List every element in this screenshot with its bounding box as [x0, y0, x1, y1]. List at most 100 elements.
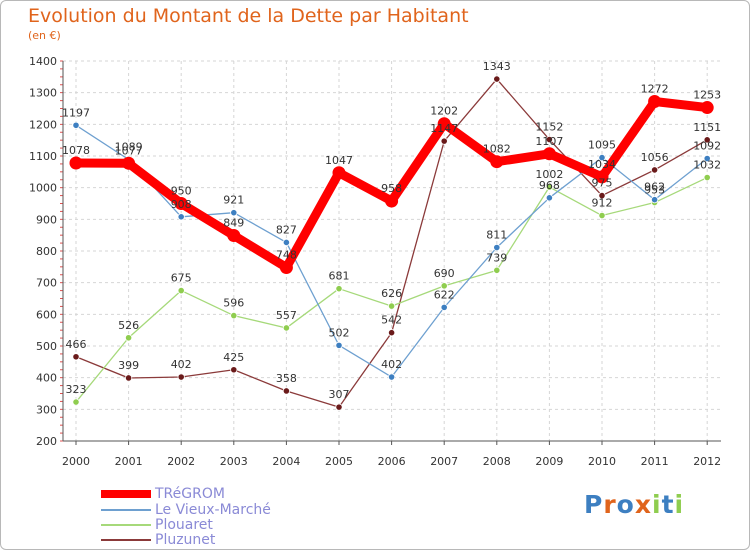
data-label: 968 — [539, 179, 560, 192]
logo-letter: o — [616, 490, 635, 519]
series-point — [598, 211, 606, 220]
series-point — [650, 196, 659, 204]
data-label: 622 — [434, 288, 455, 301]
data-label: 323 — [66, 383, 87, 396]
data-label: 958 — [381, 182, 402, 195]
series-point — [440, 282, 448, 290]
legend-item: Pluzunet — [101, 533, 215, 547]
data-label: 1077 — [115, 144, 143, 157]
logo-letter: t — [661, 490, 675, 519]
series-point — [648, 95, 662, 109]
y-tick-label: 1100 — [29, 150, 57, 163]
data-label: 402 — [171, 358, 192, 371]
data-label: 1034 — [588, 158, 616, 171]
logo-letter: x — [634, 490, 652, 519]
legend-swatch — [101, 539, 151, 541]
data-label: 1089 — [115, 140, 143, 153]
chart-unit: (en €) — [28, 29, 61, 42]
series-point — [282, 238, 290, 247]
data-label: 1151 — [693, 121, 721, 134]
data-label: 1056 — [641, 151, 669, 164]
legend-label: Plouaret — [155, 517, 213, 533]
x-tick-label: 2012 — [693, 455, 721, 468]
legend-label: Le Vieux-Marché — [155, 502, 271, 518]
series-point — [598, 153, 606, 162]
logo-letter: i — [652, 490, 662, 519]
x-tick-label: 2008 — [483, 455, 511, 468]
series-point — [493, 243, 501, 252]
x-tick-label: 2003 — [220, 455, 248, 468]
series-point — [387, 302, 396, 310]
data-label: 908 — [171, 198, 192, 211]
data-label: 557 — [276, 309, 297, 322]
series-point — [177, 286, 185, 295]
y-tick-label: 700 — [36, 277, 57, 290]
data-label: 402 — [381, 358, 402, 371]
data-label: 1002 — [535, 168, 563, 181]
series-point — [703, 136, 711, 144]
series-point — [703, 173, 711, 182]
series-point — [72, 121, 80, 129]
series-point — [282, 387, 290, 395]
x-tick-label: 2004 — [272, 455, 300, 468]
legend-item: Le Vieux-Marché — [101, 503, 271, 517]
legend-swatch — [101, 524, 151, 526]
series-point — [72, 353, 80, 361]
logo-letter: i — [674, 490, 685, 519]
data-label: 1095 — [588, 139, 616, 152]
data-label: 1253 — [693, 89, 721, 102]
data-label: 849 — [223, 216, 244, 229]
x-tick-label: 2001 — [115, 455, 143, 468]
y-tick-label: 200 — [36, 435, 57, 448]
legend-label: TRéGROM — [155, 486, 225, 502]
series-point — [230, 209, 238, 217]
series-point — [650, 166, 659, 174]
series-point — [335, 403, 343, 411]
series-point — [440, 303, 448, 311]
series-point — [125, 334, 133, 342]
series-point — [545, 183, 554, 191]
data-label: 399 — [118, 359, 139, 372]
series-point — [700, 101, 714, 115]
data-label: 542 — [381, 314, 402, 327]
data-label: 425 — [223, 351, 244, 364]
data-label: 811 — [486, 229, 507, 242]
series-point — [177, 213, 185, 221]
series-point — [385, 194, 399, 208]
y-tick-label: 600 — [36, 308, 57, 321]
series-point — [335, 285, 343, 293]
data-label: 1343 — [483, 60, 511, 73]
series-point — [545, 135, 554, 144]
y-tick-label: 1000 — [29, 182, 57, 195]
series-point — [493, 75, 501, 83]
series-point — [387, 329, 396, 337]
y-tick-label: 800 — [36, 245, 57, 258]
data-label: 1272 — [641, 83, 669, 96]
series-point — [542, 147, 556, 161]
series-point — [230, 366, 238, 374]
series-point — [282, 324, 290, 332]
x-tick-label: 2011 — [641, 455, 669, 468]
series-point — [72, 398, 80, 406]
data-label: 1202 — [430, 105, 458, 118]
logo-letter: r — [603, 490, 617, 519]
series-point — [595, 170, 609, 184]
y-tick-label: 1200 — [29, 118, 57, 131]
series-point — [545, 194, 554, 202]
legend-label: Pluzunet — [155, 532, 216, 548]
data-label: 502 — [329, 326, 350, 339]
y-tick-label: 500 — [36, 340, 57, 353]
data-label: 1032 — [693, 159, 721, 172]
data-label: 1107 — [535, 135, 563, 148]
series-point — [230, 311, 238, 320]
data-label: 1047 — [325, 154, 353, 167]
logo-letter: P — [584, 490, 604, 519]
series-point — [440, 137, 448, 145]
data-label: 1147 — [430, 122, 458, 135]
series-point — [177, 373, 185, 381]
data-label: 596 — [223, 297, 244, 310]
data-label: 912 — [592, 197, 613, 210]
data-label: 1092 — [693, 140, 721, 153]
